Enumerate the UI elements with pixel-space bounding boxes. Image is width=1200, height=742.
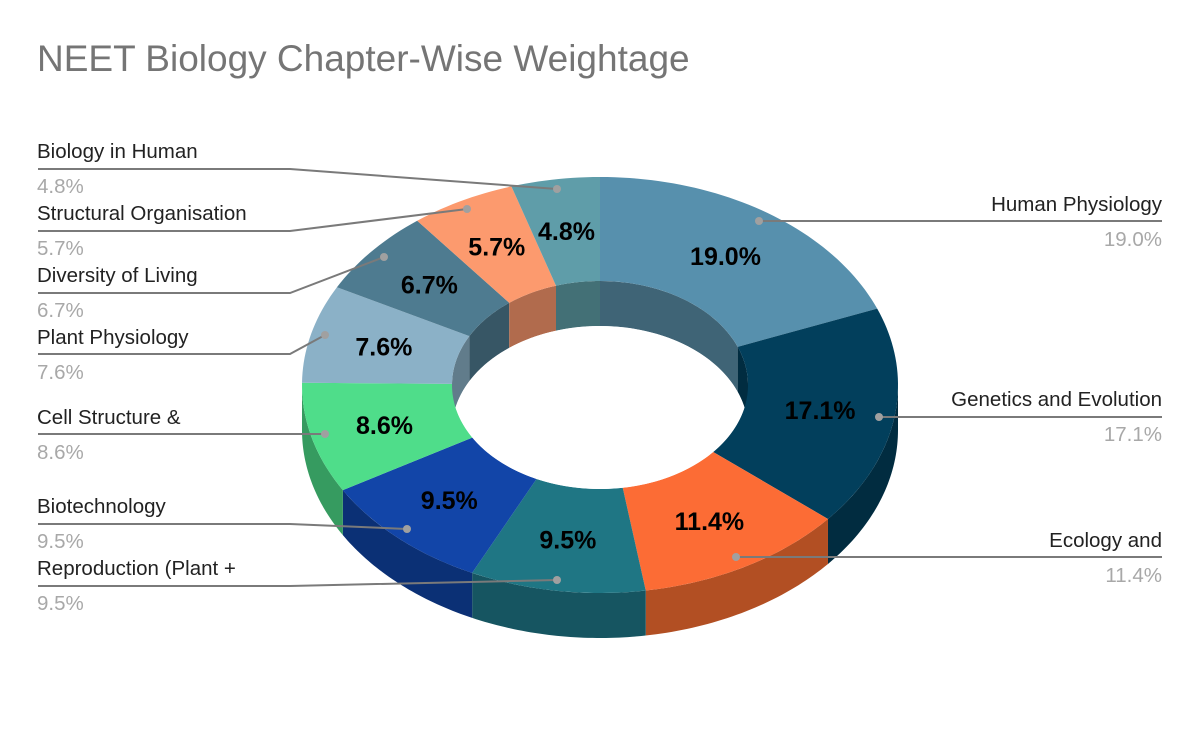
callout-name-diversity: Diversity of Living bbox=[37, 264, 198, 287]
callout-value-biology-in-human: 4.8% bbox=[37, 175, 84, 198]
donut-inner-walls bbox=[452, 281, 748, 430]
callout-name-cell-structure: Cell Structure & bbox=[37, 406, 181, 429]
callout-name-genetics: Genetics and Evolution bbox=[951, 388, 1162, 411]
slice-side-wall bbox=[827, 385, 898, 564]
callout-value-cell-structure: 8.6% bbox=[37, 441, 84, 464]
leader-line bbox=[38, 334, 326, 355]
slice-percent-label: 6.7% bbox=[401, 272, 458, 300]
leader-dot bbox=[321, 430, 329, 438]
leader-line bbox=[38, 208, 468, 232]
leader-line bbox=[38, 523, 408, 530]
leader-dot bbox=[403, 525, 411, 533]
slice-percent-label: 11.4% bbox=[675, 508, 745, 536]
callout-name-ecology: Ecology and bbox=[1049, 529, 1162, 552]
leader-line bbox=[38, 579, 558, 587]
slice-top bbox=[713, 308, 898, 519]
slice-percent-label: 9.5% bbox=[539, 526, 596, 554]
slice-top bbox=[622, 451, 828, 591]
slice-percent-label: 4.8% bbox=[538, 218, 595, 246]
leader-dot bbox=[463, 205, 471, 213]
slice-inner-wall bbox=[509, 285, 556, 348]
slice-side-wall bbox=[342, 490, 473, 618]
slice-percent-label: 19.0% bbox=[690, 243, 761, 271]
slice-top bbox=[302, 382, 473, 491]
slice-percent-label: 8.6% bbox=[356, 412, 413, 440]
slice-top bbox=[472, 478, 646, 593]
slice-percent-labels: 19.0% 17.1% 11.4% 9.5% 9.5% 8.6% 7.6% 6.7% 5.7% 4… bbox=[355, 218, 855, 555]
slice-inner-wall bbox=[556, 281, 600, 331]
slice-percent-label: 9.5% bbox=[421, 487, 478, 515]
slice-inner-wall bbox=[600, 281, 738, 392]
leader-dot bbox=[755, 217, 763, 225]
leader-line bbox=[38, 256, 385, 294]
leader-dot bbox=[380, 253, 388, 261]
slice-top bbox=[336, 220, 510, 337]
slice-top bbox=[417, 186, 556, 303]
callout-name-human-physiology: Human Physiology bbox=[991, 193, 1162, 216]
callout-name-reproduction: Reproduction (Plant + bbox=[37, 557, 236, 580]
slice-side-wall bbox=[302, 385, 343, 536]
slice-side-wall bbox=[645, 518, 828, 636]
slice-inner-wall bbox=[469, 302, 510, 382]
leader-dot bbox=[321, 331, 329, 339]
leader-line bbox=[38, 168, 558, 190]
callout-value-diversity: 6.7% bbox=[37, 299, 84, 322]
donut-side-walls bbox=[302, 385, 898, 638]
callout-value-structural-organisation: 5.7% bbox=[37, 237, 84, 260]
callout-value-ecology: 11.4% bbox=[1105, 564, 1162, 587]
slice-percent-label: 5.7% bbox=[468, 234, 525, 262]
leader-dot bbox=[732, 553, 740, 561]
slice-top bbox=[342, 437, 537, 573]
slice-top bbox=[302, 287, 470, 384]
slice-percent-label: 17.1% bbox=[785, 397, 856, 425]
donut-slices bbox=[302, 177, 898, 593]
callout-value-genetics: 17.1% bbox=[1103, 423, 1162, 446]
slice-side-wall bbox=[472, 572, 646, 638]
leader-dot bbox=[553, 576, 561, 584]
callout-value-reproduction: 9.5% bbox=[37, 592, 84, 615]
callout-name-biotechnology: Biotechnology bbox=[37, 495, 166, 518]
callout-name-biology-in-human: Biology in Human bbox=[37, 140, 198, 163]
callout-name-structural-organisation: Structural Organisation bbox=[37, 202, 247, 225]
callout-value-biotechnology: 9.5% bbox=[37, 530, 84, 553]
leader-dot bbox=[553, 185, 561, 193]
callout-name-plant-physiology: Plant Physiology bbox=[37, 326, 189, 349]
chart-title: NEET Biology Chapter-Wise Weightage bbox=[37, 38, 690, 79]
leader-lines bbox=[38, 168, 1162, 587]
slice-percent-label: 7.6% bbox=[355, 333, 412, 361]
slice-top bbox=[600, 177, 878, 347]
callout-value-plant-physiology: 7.6% bbox=[37, 361, 84, 384]
leader-dot bbox=[875, 413, 883, 421]
slice-top bbox=[511, 177, 600, 286]
callout-value-human-physiology: 19.0% bbox=[1103, 228, 1162, 251]
slice-inner-wall bbox=[452, 336, 470, 429]
